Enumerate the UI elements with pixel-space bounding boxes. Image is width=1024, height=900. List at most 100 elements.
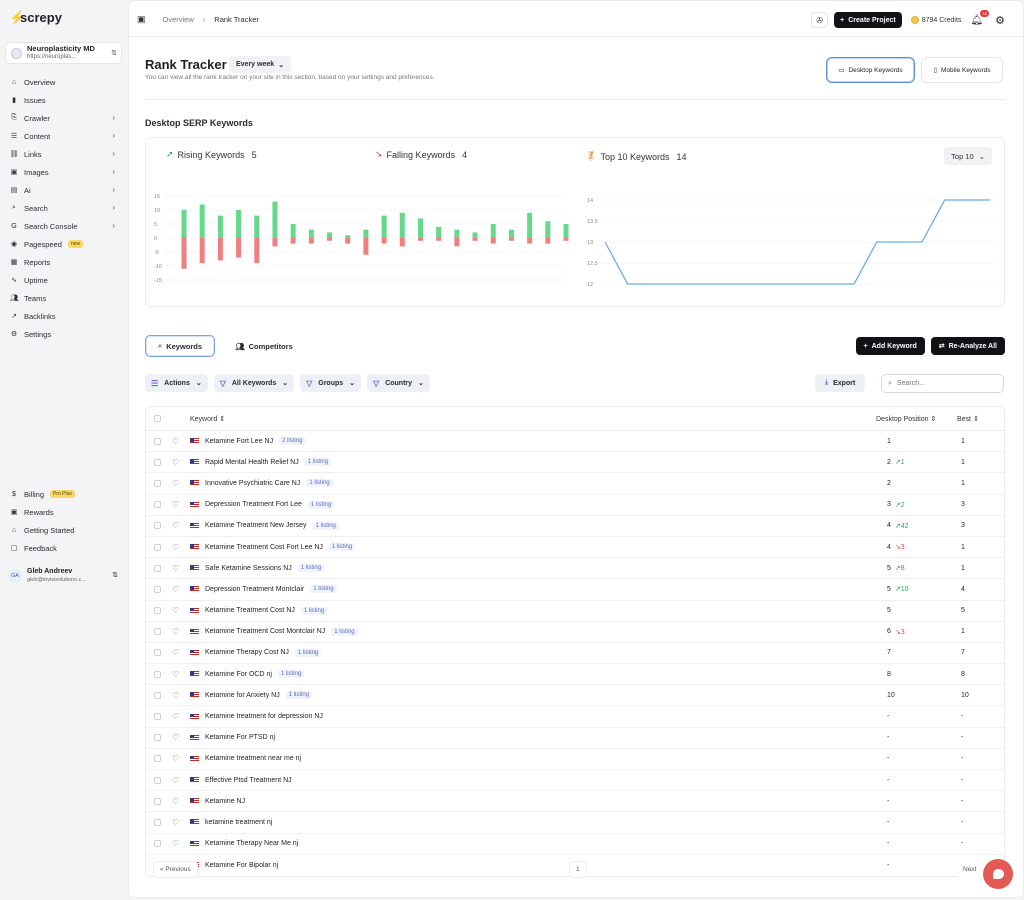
row-checkbox[interactable] xyxy=(154,628,161,636)
listing-badge[interactable]: 1 listing xyxy=(285,691,313,700)
table-row[interactable]: ♡ Ketamine Therapy Cost NJ 1 listing 7 7 xyxy=(146,643,1004,665)
table-row[interactable]: ♡ Ketamine Therapy Near Me nj - - xyxy=(146,834,1004,855)
table-row[interactable]: ♡ Ketamine Treatment Cost Montclair NJ 1 l… xyxy=(146,622,1004,643)
table-row[interactable]: ♡ Ketamine for Anxiety NJ 1 listing 10 10 xyxy=(146,685,1004,707)
keyword-text[interactable]: Ketamine treatment for depression NJ xyxy=(205,713,323,721)
listing-badge[interactable]: 1 listing xyxy=(312,521,339,530)
reanalyze-button[interactable]: ⇄ Re-Analyze All xyxy=(930,337,1005,355)
country-filter[interactable]: ▽ Country ⌄ xyxy=(367,374,430,392)
heart-icon[interactable]: ♡ xyxy=(172,521,180,531)
keyword-text[interactable]: Ketamine Therapy Near Me nj xyxy=(205,840,299,848)
select-all-checkbox[interactable] xyxy=(154,415,161,422)
sidebar-item-pagespeed[interactable]: ◉ Pagespeed new xyxy=(10,235,118,253)
tab-keywords[interactable]: ⌕ Keywords xyxy=(145,335,216,357)
listing-badge[interactable]: 1 listing xyxy=(297,564,325,573)
keyword-text[interactable]: Rapid Mental Health Relief NJ xyxy=(205,458,299,466)
row-checkbox[interactable] xyxy=(154,458,161,466)
table-row[interactable]: ♡ Innovative Psychiatric Care NJ 1 listing… xyxy=(146,473,1004,495)
sidebar-item-content[interactable]: ☰ Content › xyxy=(10,127,118,145)
search-field[interactable]: ⌕ xyxy=(881,374,1004,393)
listing-badge[interactable]: 1 listing xyxy=(307,500,335,509)
mobile-keywords-button[interactable]: ▯ Mobile Keywords xyxy=(921,57,1003,83)
sidebar-item-uptime[interactable]: ∿ Uptime xyxy=(10,271,118,289)
row-checkbox[interactable] xyxy=(154,522,161,530)
page-number-button[interactable]: 1 xyxy=(569,861,587,878)
desktop-keywords-button[interactable]: ▭ Desktop Keywords xyxy=(826,57,915,83)
keyword-text[interactable]: Ketamine For OCD nj xyxy=(205,670,272,678)
keyword-text[interactable]: Ketamine for Anxiety NJ xyxy=(205,691,280,699)
position-column-header[interactable]: Desktop Position ⇕ xyxy=(876,415,936,423)
sidebar-toggle-icon[interactable]: ▣ xyxy=(137,14,146,24)
keyword-text[interactable]: Ketamine Treatment Cost Montclair NJ xyxy=(205,628,326,636)
sidebar-item-reports[interactable]: ▦ Reports xyxy=(10,253,118,271)
heart-icon[interactable]: ♡ xyxy=(172,584,180,594)
actions-filter[interactable]: ☰ Actions ⌄ xyxy=(145,374,208,392)
keyword-text[interactable]: Ketamine Treatment Cost Fort Lee NJ xyxy=(205,543,323,551)
keyword-text[interactable]: Ketamine Treatment Cost NJ xyxy=(205,607,295,615)
row-checkbox[interactable] xyxy=(154,691,161,699)
sidebar-item-links[interactable]: ⛓ Links › xyxy=(10,145,118,163)
previous-page-button[interactable]: « Previous xyxy=(153,861,198,878)
heart-icon[interactable]: ♡ xyxy=(172,817,180,827)
listing-badge[interactable]: 1 listing xyxy=(310,585,337,594)
keyword-text[interactable]: Ketamine Treatment New Jersey xyxy=(205,522,307,530)
keyword-text[interactable]: Ketamine For Bipolar nj xyxy=(205,861,279,869)
row-checkbox[interactable] xyxy=(154,437,161,445)
row-checkbox[interactable] xyxy=(154,564,161,572)
notifications-button[interactable]: 🔔︎ 11 xyxy=(970,9,990,26)
sidebar-item-teams[interactable]: 👥︎ Teams xyxy=(10,289,118,307)
keyword-text[interactable]: Safe Ketamine Sessions NJ xyxy=(205,564,292,572)
keyword-text[interactable]: Ketamine treatment near me nj xyxy=(205,755,302,763)
row-checkbox[interactable] xyxy=(154,713,161,721)
table-row[interactable]: ♡ Ketamine Treatment New Jersey 1 listing 4… xyxy=(146,516,1004,537)
gear-icon[interactable]: ⚙ xyxy=(995,14,1005,27)
add-keyword-button[interactable]: + Add Keyword xyxy=(855,337,925,355)
keyword-text[interactable]: Innovative Psychiatric Care NJ xyxy=(205,479,301,487)
table-row[interactable]: ♡ Effective Ptsd Treatment NJ - - xyxy=(146,770,1004,792)
heart-icon[interactable]: ♡ xyxy=(172,500,180,510)
keyword-text[interactable]: Depression Treatment Montclair xyxy=(205,585,305,593)
sidebar-item-feedback[interactable]: ▢ Feedback xyxy=(10,539,118,557)
listing-badge[interactable]: 1 listing xyxy=(306,479,333,488)
frequency-select[interactable]: Every week ⌄ xyxy=(229,56,292,73)
heart-icon[interactable]: ♡ xyxy=(172,690,180,700)
heart-icon[interactable]: ♡ xyxy=(172,669,180,679)
table-row[interactable]: ♡ ketamine treatment nj - - xyxy=(146,812,1004,834)
all-keywords-filter[interactable]: ▽ All Keywords ⌄ xyxy=(213,374,295,392)
heart-icon[interactable]: ♡ xyxy=(172,733,180,743)
sidebar-item-getting-started[interactable]: ⌂ Getting Started xyxy=(10,521,118,539)
row-checkbox[interactable] xyxy=(154,543,161,551)
table-row[interactable]: ♡ Ketamine NJ - - xyxy=(146,791,1004,813)
sidebar-item-search[interactable]: ⌕ Search › xyxy=(10,199,118,217)
sidebar-item-overview[interactable]: ⌂ Overview xyxy=(10,73,118,91)
table-row[interactable]: ♡ Rapid Mental Health Relief NJ 1 listing 2… xyxy=(146,452,1004,474)
table-row[interactable]: ♡ Ketamine Fort Lee NJ 2 listing 1 1 xyxy=(146,431,1004,453)
listing-badge[interactable]: 1 listing xyxy=(328,543,356,552)
heart-icon[interactable]: ♡ xyxy=(172,436,180,446)
credits-display[interactable]: 8794 Credits xyxy=(910,16,961,24)
keyword-text[interactable]: Ketamine NJ xyxy=(205,797,246,805)
keyword-text[interactable]: Depression Treatment Fort Lee xyxy=(205,501,302,509)
crumb-overview[interactable]: Overview xyxy=(162,15,194,24)
tab-competitors[interactable]: 👥︎ Competitors xyxy=(223,335,305,357)
user-menu[interactable]: GA Gleb Andreev gleb@invisisolutions.c..… xyxy=(8,566,122,586)
row-checkbox[interactable] xyxy=(154,607,161,615)
create-project-button[interactable]: + Create Project xyxy=(834,12,902,28)
listing-badge[interactable]: 1 listing xyxy=(304,458,332,467)
keyword-text[interactable]: ketamine treatment nj xyxy=(205,818,273,826)
row-checkbox[interactable] xyxy=(154,649,161,657)
row-checkbox[interactable] xyxy=(154,479,161,487)
row-checkbox[interactable] xyxy=(154,840,161,848)
best-column-header[interactable]: Best ⇕ xyxy=(957,415,979,423)
heart-icon[interactable]: ♡ xyxy=(172,648,180,658)
sidebar-item-billing[interactable]: $ Billing Pro Plus xyxy=(10,485,118,503)
next-page-button[interactable]: Next xyxy=(957,861,983,878)
table-row[interactable]: ♡ Safe Ketamine Sessions NJ 1 listing 5 ↗8 1 xyxy=(146,558,1004,580)
export-button[interactable]: ⤓ Export xyxy=(815,374,866,392)
heart-icon[interactable]: ♡ xyxy=(172,563,180,573)
table-row[interactable]: ♡ Ketamine Treatment Cost NJ 1 listing 5 5 xyxy=(146,601,1004,622)
keyword-column-header[interactable]: Keyword ⇕ xyxy=(190,415,225,423)
heart-icon[interactable]: ♡ xyxy=(172,627,180,637)
groups-filter[interactable]: ▽ Groups ⌄ xyxy=(300,374,362,392)
row-checkbox[interactable] xyxy=(154,797,161,805)
